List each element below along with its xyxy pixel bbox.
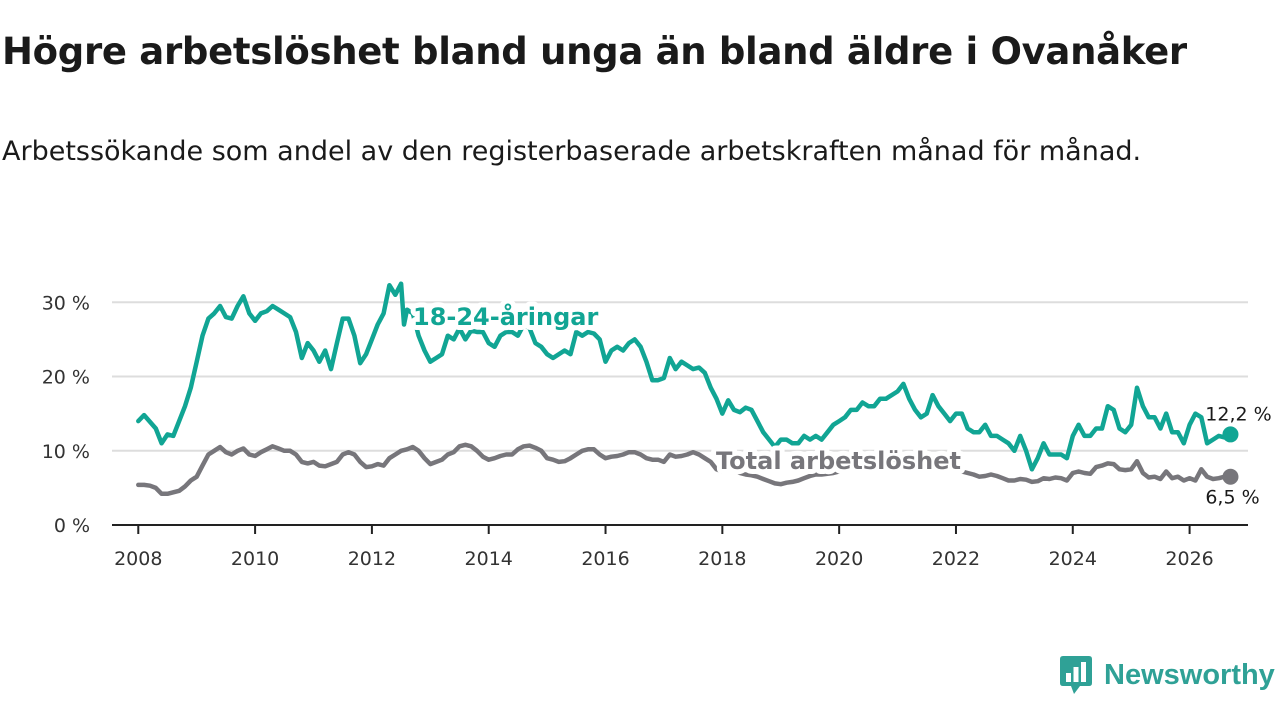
chart-bubble-icon	[1060, 656, 1092, 694]
youth-end-value-label: 12,2 %	[1205, 403, 1271, 425]
series-layer	[136, 281, 1239, 497]
chart-subtitle: Arbetssökande som andel av den registerb…	[2, 136, 1142, 167]
total-end-point	[1222, 468, 1239, 485]
y-tick-label: 10 %	[42, 441, 90, 463]
total-series-label: Total arbetslöshet	[716, 447, 961, 475]
x-tick-label: 2018	[698, 548, 746, 570]
label-layer: 18-24-åringar Total arbetslöshet 12,2 % 6,5…	[408, 297, 1275, 512]
youth-series-label: 18-24-åringar	[413, 302, 598, 331]
chart-title: Högre arbetslöshet bland unga än bland ä…	[2, 30, 1187, 73]
x-tick-label: 2026	[1165, 548, 1213, 570]
x-tick-label: 2010	[231, 548, 279, 570]
youth-series-line	[136, 281, 1233, 472]
youth-end-point	[1222, 426, 1239, 443]
y-tick-label: 30 %	[42, 292, 90, 314]
x-tick-label: 2014	[465, 548, 513, 570]
y-tick-label: 20 %	[42, 367, 90, 389]
newsworthy-brand[interactable]: Newsworthy	[1058, 654, 1275, 696]
grid-layer: 0 % 10 % 20 % 30 % 2008 2010 2012 2014 2016 2018 2…	[42, 292, 1248, 570]
x-tick-label: 2012	[348, 548, 396, 570]
x-tick-label: 2022	[932, 548, 980, 570]
brand-name: Newsworthy	[1104, 658, 1275, 691]
total-end-value-label: 6,5 %	[1205, 487, 1259, 509]
x-tick-label: 2016	[581, 548, 629, 570]
x-tick-label: 2024	[1049, 548, 1097, 570]
line-chart: 0 % 10 % 20 % 30 % 2008 2010 2012 2014 2016 2018 2…	[42, 281, 1275, 570]
x-tick-label: 2008	[114, 548, 162, 570]
x-tick-label: 2020	[815, 548, 863, 570]
total-series-line	[136, 442, 1233, 497]
y-tick-label: 0 %	[54, 515, 90, 537]
